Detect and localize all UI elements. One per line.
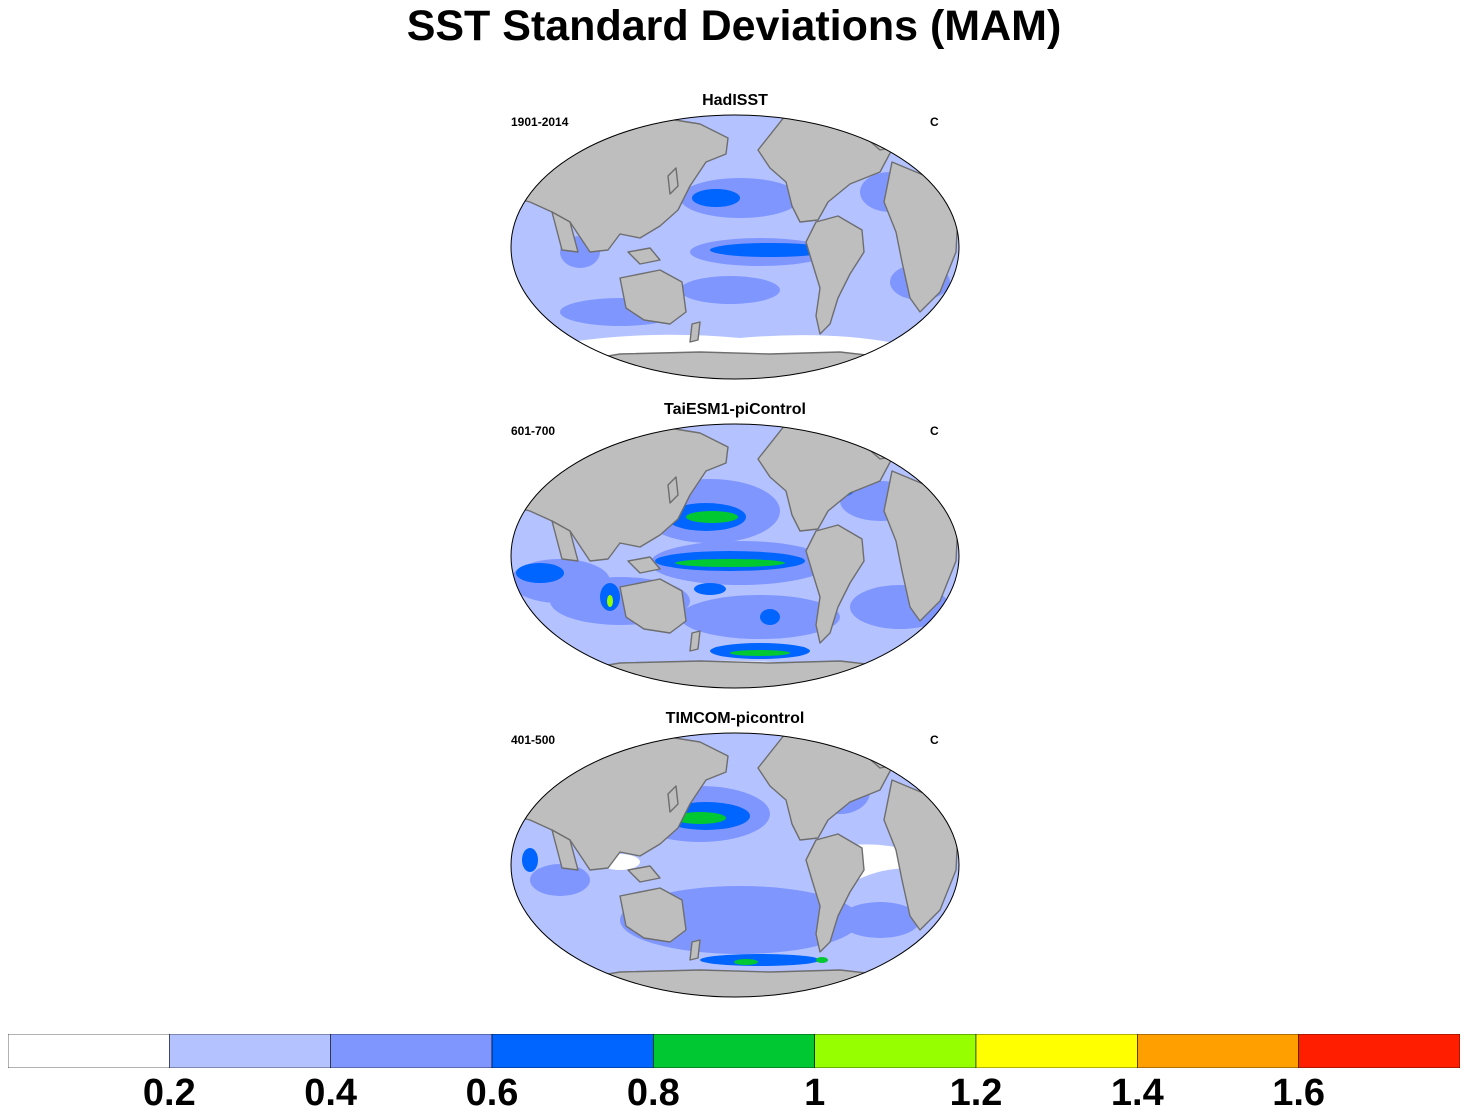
sst-map [510, 732, 960, 998]
variability-contour [522, 848, 538, 872]
land-seAsia [627, 865, 661, 883]
land-americasS [805, 215, 865, 335]
variability-contour [700, 954, 820, 966]
land-australia [619, 578, 687, 634]
colorbar-swatch [1137, 1034, 1299, 1068]
variability-contour [516, 563, 564, 583]
colorbar-tick-label: 1.4 [1110, 1072, 1164, 1114]
map-panel-hadisst: HadISST 1901-2014 C [500, 92, 970, 392]
land-seAsia [627, 247, 661, 265]
colorbar-swatch [653, 1034, 815, 1068]
colorbar-swatch [975, 1034, 1138, 1068]
panel-units: C [930, 424, 939, 438]
land-india [551, 520, 579, 562]
map-border [510, 114, 960, 380]
land-australia [619, 887, 687, 943]
colorbar-tick-label: 1 [804, 1072, 826, 1114]
map-panel-timcom: TIMCOM-picontrol 401-500 C [500, 710, 970, 1010]
panel-period: 1901-2014 [511, 115, 569, 129]
high-variability-spot [538, 777, 546, 783]
land-japan [667, 476, 679, 504]
colorbar-swatch [330, 1034, 493, 1068]
variability-contour [674, 812, 726, 824]
land-uk [905, 135, 917, 155]
panel-title: HadISST [702, 92, 768, 109]
variability-contour [816, 957, 828, 963]
ocean-field [511, 115, 959, 379]
colorbar-swatches [8, 1034, 1460, 1068]
land-japan [667, 167, 679, 195]
land-antarctica [549, 351, 921, 379]
figure-title: SST Standard Deviations (MAM) [406, 2, 1062, 50]
variability-contour [694, 583, 726, 595]
panel-title: TaiESM1-piControl [664, 401, 806, 418]
map-border [510, 732, 960, 998]
land-uk [905, 753, 917, 773]
colorbar-swatch [1298, 1034, 1460, 1068]
sst-map [510, 423, 960, 689]
colorbar-tick-label: 0.6 [465, 1072, 519, 1114]
variability-contour [760, 609, 780, 625]
colorbar-tick-label: 0.8 [626, 1072, 680, 1114]
variability-contour [686, 511, 738, 523]
colorbar-swatch [169, 1034, 331, 1068]
colorbar-swatch [8, 1034, 170, 1068]
land-newzealand [689, 630, 701, 652]
variability-contour [840, 902, 920, 938]
colorbar-tick-label: 1.6 [1272, 1072, 1326, 1114]
map-panel-taiesm1: TaiESM1-piControl 601-700 C [500, 401, 970, 701]
colorbar-swatch [491, 1034, 654, 1068]
colorbar-tick-label: 0.4 [304, 1072, 358, 1114]
variability-contour [675, 559, 785, 567]
variability-contour [734, 959, 758, 965]
land-india [551, 211, 579, 253]
ocean-field [511, 733, 959, 997]
high-variability-spot [848, 745, 856, 751]
land-newzealand [689, 321, 701, 343]
panel-period: 601-700 [511, 424, 556, 438]
variability-contour [692, 189, 740, 207]
panel-units: C [930, 733, 939, 747]
land-americasS [805, 524, 865, 644]
panel-units: C [930, 115, 939, 129]
variability-contour [710, 243, 830, 257]
ocean-field [511, 424, 959, 688]
high-variability-spot [607, 595, 613, 607]
land-newzealand [689, 939, 701, 961]
panel-period: 401-500 [511, 733, 556, 747]
variability-contour [680, 276, 780, 304]
colorbar [8, 1034, 1460, 1068]
variability-contour [730, 650, 790, 656]
land-australia [619, 269, 687, 325]
colorbar-tick-label: 1.2 [949, 1072, 1003, 1114]
panel-title: TIMCOM-picontrol [665, 710, 805, 727]
land-antarctica [549, 660, 921, 688]
colorbar-swatch [814, 1034, 977, 1068]
land-americasS [805, 833, 865, 953]
land-antarctica [549, 969, 921, 997]
variability-contour [530, 864, 590, 896]
land-uk [905, 444, 917, 464]
land-japan [667, 785, 679, 813]
sst-map [510, 114, 960, 380]
land-seAsia [627, 556, 661, 574]
map-border [510, 423, 960, 689]
colorbar-tick-label: 0.2 [142, 1072, 196, 1114]
land-india [551, 829, 579, 871]
